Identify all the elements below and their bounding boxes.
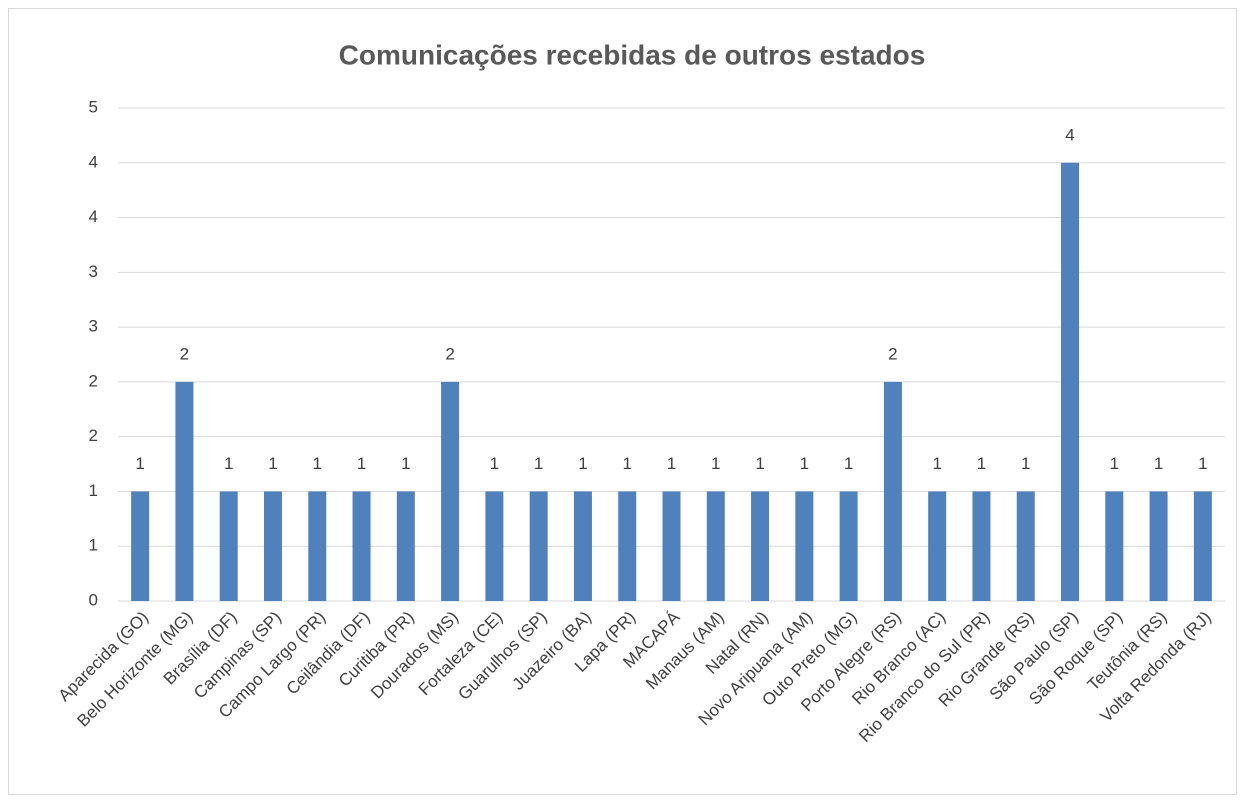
data-label: 1 [711, 454, 720, 473]
y-tick-label: 3 [89, 262, 98, 281]
y-tick-label: 5 [89, 97, 98, 116]
bar [131, 491, 150, 601]
bar [706, 491, 725, 601]
bar [441, 381, 460, 601]
bar [795, 491, 814, 601]
bar [352, 491, 371, 601]
data-label: 2 [180, 344, 189, 363]
bar [175, 381, 194, 601]
bar [928, 491, 947, 601]
y-tick-label: 2 [89, 371, 98, 390]
chart-frame [8, 8, 1237, 795]
bar [308, 491, 327, 601]
bar [529, 491, 548, 601]
y-tick-label: 2 [89, 426, 98, 445]
bar [1149, 491, 1168, 601]
data-label: 1 [800, 454, 809, 473]
bar [839, 491, 858, 601]
bar [662, 491, 681, 601]
bar [883, 381, 902, 601]
bar [573, 491, 592, 601]
bar [263, 491, 282, 601]
data-label: 1 [313, 454, 322, 473]
y-tick-label: 4 [89, 152, 98, 171]
y-tick-label: 1 [89, 536, 98, 555]
bar [751, 491, 770, 601]
data-label: 1 [1021, 454, 1030, 473]
data-label: 1 [667, 454, 676, 473]
data-label: 1 [932, 454, 941, 473]
bar [1105, 491, 1124, 601]
data-label: 1 [1154, 454, 1163, 473]
y-tick-label: 0 [89, 590, 98, 609]
bar [1016, 491, 1035, 601]
data-label: 1 [401, 454, 410, 473]
data-label: 1 [135, 454, 144, 473]
bar [972, 491, 991, 601]
bar [219, 491, 238, 601]
data-label: 1 [268, 454, 277, 473]
data-label: 4 [1065, 125, 1074, 144]
chart-title: Comunicações recebidas de outros estados [339, 39, 926, 70]
bar [618, 491, 637, 601]
data-label: 2 [445, 344, 454, 363]
y-tick-label: 1 [89, 481, 98, 500]
y-tick-label: 3 [89, 317, 98, 336]
data-label: 1 [1110, 454, 1119, 473]
data-label: 1 [578, 454, 587, 473]
bar [396, 491, 415, 601]
bar [1061, 162, 1080, 601]
data-label: 1 [490, 454, 499, 473]
data-label: 1 [357, 454, 366, 473]
y-tick-label: 4 [89, 207, 98, 226]
data-label: 1 [755, 454, 764, 473]
data-label: 1 [1198, 454, 1207, 473]
data-label: 1 [534, 454, 543, 473]
bar [485, 491, 504, 601]
data-label: 2 [888, 344, 897, 363]
data-label: 1 [977, 454, 986, 473]
data-label: 1 [224, 454, 233, 473]
bar [1193, 491, 1212, 601]
data-label: 1 [622, 454, 631, 473]
data-label: 1 [844, 454, 853, 473]
